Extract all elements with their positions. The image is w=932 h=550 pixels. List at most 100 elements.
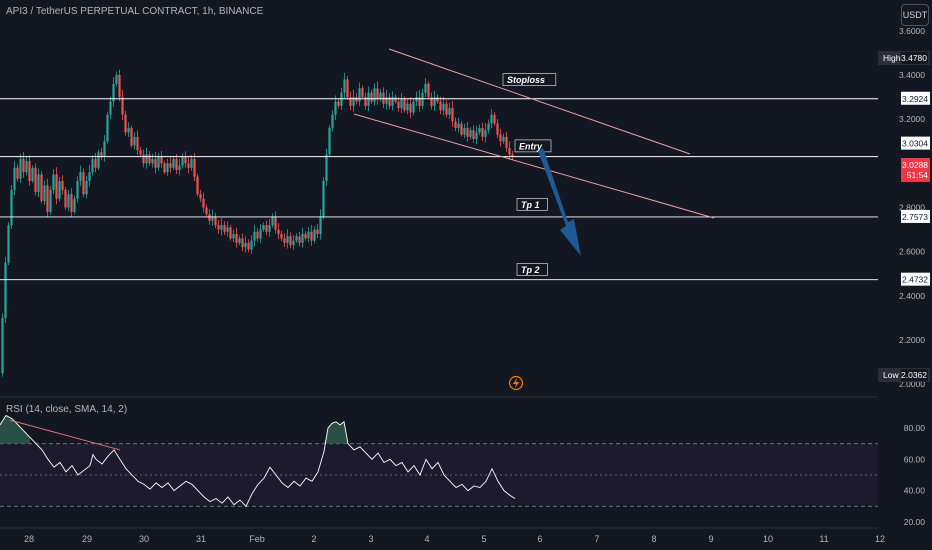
candle-body (355, 97, 358, 102)
candle-body (475, 132, 478, 140)
candle-body (253, 231, 256, 241)
candle-body (415, 97, 418, 102)
candle-body (202, 198, 205, 208)
candle-body (223, 225, 226, 232)
price-axis[interactable]: 3.6000 3.4000 3.2000 2.8000 2.6000 2.4000 2.20… (878, 0, 932, 397)
rsi-tick-label: 20.00 (904, 517, 926, 527)
candle-body (187, 163, 190, 168)
candle-body (256, 231, 259, 239)
level-price-value: 3.2924 (902, 94, 928, 104)
candle-body (358, 88, 361, 102)
candle-body (457, 123, 460, 128)
candle-body (7, 225, 10, 263)
candle-body (397, 101, 400, 109)
candle-body (316, 229, 319, 234)
time-tick-label: 31 (196, 534, 206, 544)
candle-body (166, 163, 169, 173)
candle-body (109, 101, 112, 115)
extreme-value-bg (901, 369, 928, 381)
candle-body (319, 216, 322, 234)
level-price-tag (901, 209, 930, 223)
time-tick-label: 30 (139, 534, 149, 544)
rsi-tick-label: 80.00 (904, 423, 926, 433)
candle-body (124, 114, 127, 133)
candle-body (205, 207, 208, 215)
time-tick-label: 28 (24, 534, 34, 544)
bearish-arrow[interactable] (538, 148, 581, 256)
descending-channel[interactable] (353, 48, 715, 219)
candle-body (226, 227, 229, 232)
candle-body (25, 161, 28, 173)
candle-body (157, 156, 160, 168)
candle-body (31, 167, 34, 181)
candle-body (121, 97, 124, 115)
candle-body (136, 136, 139, 151)
candle-body (301, 234, 304, 243)
candle-body (82, 172, 85, 195)
candle-body (307, 231, 310, 239)
rsi-axis[interactable]: 80.00 60.00 40.00 20.00 (904, 423, 926, 527)
candle-body (343, 79, 346, 93)
candle-body (469, 130, 472, 137)
candle-body (214, 216, 217, 226)
candle-body (70, 194, 73, 212)
rsi-line (0, 414, 516, 508)
candle-body (424, 83, 427, 93)
candle-body (340, 92, 343, 106)
candle-body (112, 83, 115, 102)
channel-upper-line (388, 48, 691, 155)
candle-body (373, 88, 376, 102)
time-tick-label: 8 (651, 534, 656, 544)
candle-body (142, 154, 145, 164)
candle-body (34, 167, 37, 193)
candle-body (418, 97, 421, 106)
candle-body (88, 172, 91, 181)
level-label: Tp 1 (521, 200, 540, 210)
level-label-box (516, 198, 548, 211)
candle-body (280, 234, 283, 239)
candle-body (13, 167, 16, 190)
candle-body (247, 242, 250, 250)
flash-icon[interactable] (508, 375, 524, 391)
candle-body (160, 156, 163, 164)
candle-body (148, 154, 151, 164)
candle-body (40, 174, 43, 201)
candle-body (271, 216, 274, 226)
time-axis[interactable]: 28 29 30 31 Feb 2 3 4 5 6 7 8 9 10 11 12 (0, 527, 885, 544)
candle-body (466, 128, 469, 137)
rsi-overbought-fill (0, 415, 30, 444)
candle-body (262, 225, 265, 230)
candle-body (229, 227, 232, 239)
candle-body (403, 99, 406, 111)
currency-button[interactable]: USDT (901, 4, 929, 26)
candle-body (76, 181, 79, 199)
candle-body (172, 158, 175, 168)
time-tick-label: 2 (311, 534, 316, 544)
candle-body (388, 97, 391, 106)
candle-body (58, 181, 61, 199)
candle-body (49, 189, 52, 212)
candle-body (178, 165, 181, 170)
bar-countdown: 51:54 (907, 170, 929, 180)
candle-body (16, 167, 19, 179)
flash-icon-ring (508, 375, 524, 391)
candle-body (379, 92, 382, 100)
price-tick-label: 3.2000 (899, 114, 925, 124)
level-price-tag (901, 272, 930, 286)
candle-body (37, 174, 40, 193)
candle-body (175, 158, 178, 170)
rsi-title: RSI (14, close, SMA, 14, 2) (6, 404, 128, 415)
channel-lower-line (353, 113, 715, 219)
candle-body (295, 236, 298, 241)
candle-body (328, 128, 331, 155)
time-tick-label: 29 (82, 534, 92, 544)
candle-body (106, 114, 109, 142)
candle-body (337, 101, 340, 106)
candle-body (376, 88, 379, 100)
candle-body (508, 147, 511, 155)
candle-body (67, 194, 70, 208)
level-label: Entry (519, 141, 543, 151)
candle-body (289, 236, 292, 246)
rsi-tick-label: 60.00 (904, 454, 926, 464)
